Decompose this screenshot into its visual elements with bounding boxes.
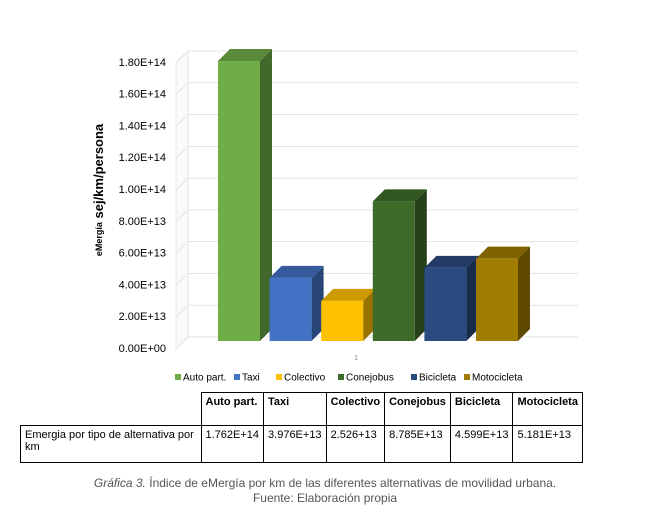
table-row: Emergia por tipo de alternativa por km 1.… (20, 425, 583, 463)
side-wall (175, 49, 189, 351)
column-header: Conejobus (384, 392, 451, 426)
legend-label: Colectivo (284, 373, 326, 384)
bar-top (321, 288, 376, 301)
legend-label: Motocicleta (472, 373, 523, 384)
bar (218, 61, 260, 341)
row-label: Emergia por tipo de alternativa por km (20, 425, 202, 463)
bar-side (518, 246, 530, 341)
column-header: Taxi (263, 392, 327, 426)
bar (476, 258, 518, 341)
caption-text: Índice de eMergía por km de las diferent… (149, 476, 557, 490)
y-axis-label: eMergía sej/km/persona (91, 123, 106, 256)
legend-label: Bicicleta (419, 373, 457, 384)
y-tick-label: 0.00E+00 (119, 343, 166, 355)
legend-swatch (175, 374, 181, 380)
table-value: 3.976E+13 (263, 425, 327, 463)
caption-figure: Gráfica 3. (93, 476, 146, 490)
caption-source: Fuente: Elaboración propia (252, 491, 398, 505)
y-tick-label: 1.80E+14 (119, 57, 166, 69)
bar (321, 300, 364, 341)
column-header: Colectivo (325, 392, 386, 426)
legend-swatch (234, 374, 240, 380)
column-header: Auto part. (200, 392, 265, 426)
bar (424, 267, 467, 341)
bar-top (218, 49, 272, 62)
legend-swatch (464, 374, 470, 380)
bar-side (414, 189, 427, 341)
y-tick-label: 1.20E+14 (119, 152, 166, 164)
y-tick-label: 8.00E+13 (119, 216, 166, 228)
y-tick-label: 1.40E+14 (119, 120, 166, 132)
grid-line (175, 241, 578, 255)
legend-label: Auto part. (183, 373, 226, 384)
bar (269, 277, 312, 341)
grid-line (175, 82, 578, 96)
table-header: Auto part. Taxi Colectivo Conejobus Biciclet… (20, 392, 583, 426)
bar-side (311, 265, 324, 341)
y-tick-label: 1.60E+14 (119, 89, 166, 101)
y-axis-label-main: sej/km/persona (91, 123, 106, 218)
table-value: 2.526+13 (325, 425, 386, 463)
y-axis-label-prefix: eMergía (94, 221, 104, 256)
table-value: 5.181E+13 (512, 425, 583, 463)
legend-swatch (411, 374, 417, 380)
grid-line (175, 209, 578, 223)
bar-top (476, 246, 530, 259)
table-value: 4.599E+13 (449, 425, 514, 463)
grid-line (175, 50, 578, 64)
bar-side (260, 49, 272, 341)
grid-line (175, 114, 578, 127)
legend-swatch (338, 374, 344, 380)
y-tick-label: 1.00E+14 (119, 184, 166, 196)
table-value: 1.762E+14 (200, 425, 265, 463)
grid-line (175, 145, 578, 159)
bar-top (372, 189, 427, 202)
chart: eMergía sej/km/persona 1 0.00E+00 2.00E+1… (91, 49, 578, 384)
bar-top (269, 265, 324, 278)
y-tick-label: 6.00E+13 (119, 248, 166, 260)
grid-line (175, 177, 578, 191)
empty-cell (20, 392, 202, 426)
column-header: Motocicleta (512, 392, 583, 426)
legend-label: Conejobus (346, 373, 394, 384)
caption: Gráfica 3. Índice de eMergía por km de l… (0, 476, 650, 490)
table-value: 8.785E+13 (384, 425, 451, 463)
y-tick-label: 4.00E+13 (119, 279, 166, 291)
y-tick-label: 2.00E+13 (119, 311, 166, 323)
legend-swatch (276, 374, 282, 380)
legend-label: Taxi (242, 373, 260, 384)
x-tick-label: 1 (354, 356, 358, 362)
bar-side (466, 255, 479, 341)
bar-side (363, 288, 376, 341)
bar-top (424, 255, 479, 268)
data-table: Auto part. Taxi Colectivo Conejobus Biciclet… (20, 392, 583, 463)
bar (372, 201, 415, 341)
column-header: Bicicleta (449, 392, 514, 426)
